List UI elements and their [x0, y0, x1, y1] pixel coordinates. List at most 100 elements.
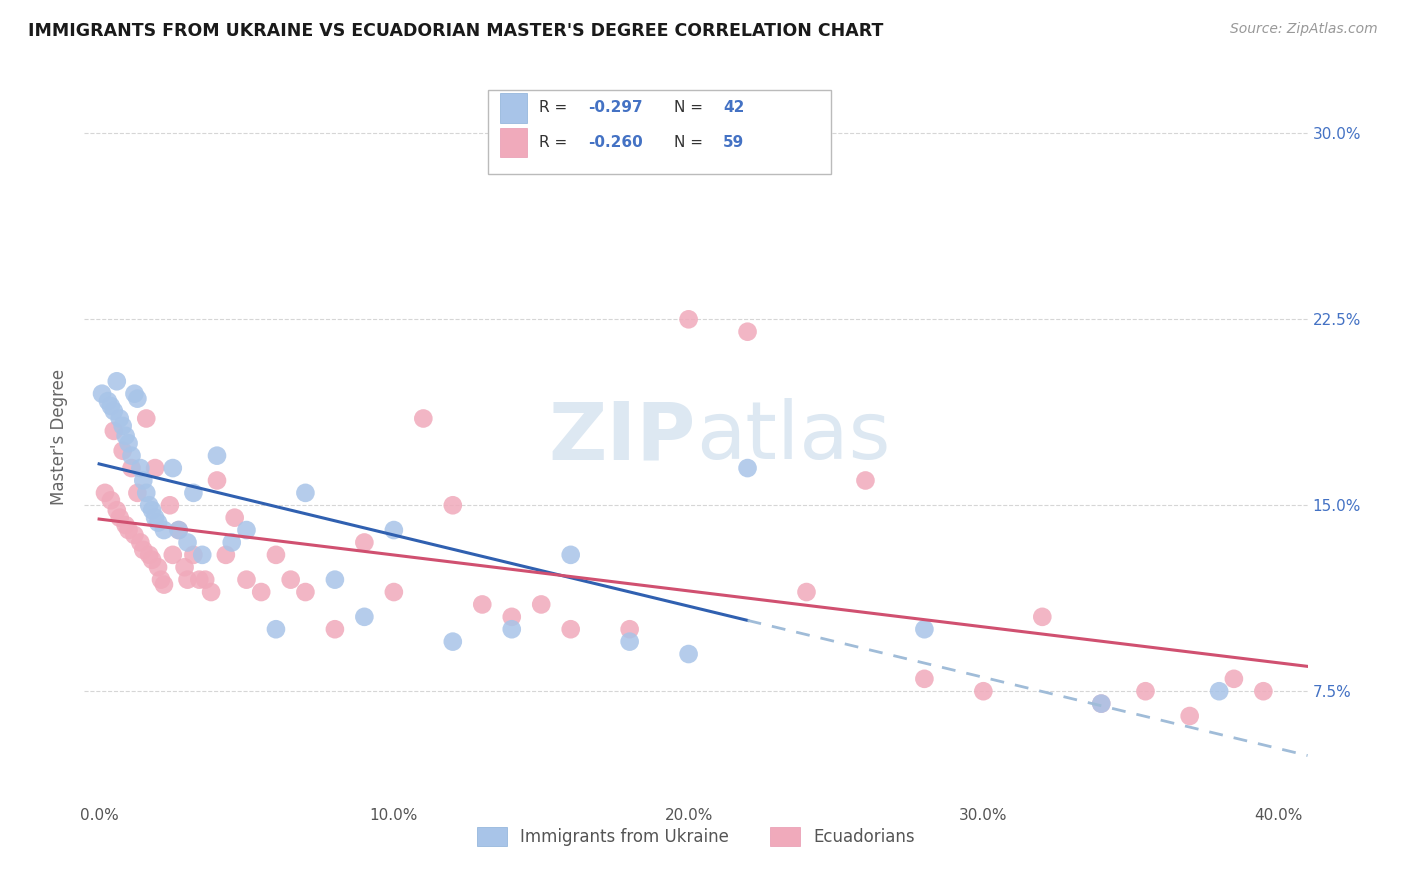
Text: 59: 59	[723, 135, 744, 150]
Point	[294, 585, 316, 599]
Point	[176, 535, 198, 549]
Point	[619, 622, 641, 636]
Point	[215, 548, 238, 562]
Point	[121, 461, 143, 475]
Point	[1031, 610, 1053, 624]
Point	[135, 486, 157, 500]
Point	[121, 449, 143, 463]
Point	[441, 498, 464, 512]
Y-axis label: Master's Degree: Master's Degree	[49, 369, 67, 505]
Point	[530, 598, 553, 612]
Point	[796, 585, 818, 599]
Point	[127, 486, 149, 500]
Point	[1135, 684, 1157, 698]
Point	[129, 535, 152, 549]
Legend: Immigrants from Ukraine, Ecuadorians: Immigrants from Ukraine, Ecuadorians	[470, 821, 922, 853]
Point	[103, 424, 125, 438]
Point	[143, 461, 166, 475]
Point	[382, 523, 405, 537]
Point	[150, 573, 173, 587]
Point	[143, 510, 166, 524]
Point	[167, 523, 190, 537]
Point	[294, 486, 316, 500]
Point	[280, 573, 302, 587]
Point	[235, 523, 257, 537]
Text: -0.297: -0.297	[588, 101, 643, 115]
Point	[108, 411, 131, 425]
Point	[737, 461, 759, 475]
Text: Source: ZipAtlas.com: Source: ZipAtlas.com	[1230, 22, 1378, 37]
Text: R =: R =	[540, 101, 572, 115]
Point	[235, 573, 257, 587]
Point	[1223, 672, 1246, 686]
Point	[153, 577, 176, 591]
Point	[114, 429, 136, 443]
Point	[1090, 697, 1112, 711]
Point	[146, 560, 169, 574]
Point	[138, 498, 160, 512]
Point	[162, 548, 184, 562]
Point	[323, 622, 346, 636]
Point	[560, 622, 582, 636]
Point	[162, 461, 184, 475]
Point	[412, 411, 434, 425]
Point	[619, 634, 641, 648]
Point	[191, 548, 214, 562]
Point	[105, 374, 128, 388]
Point	[111, 443, 134, 458]
Point	[382, 585, 405, 599]
Point	[159, 498, 181, 512]
Point	[117, 523, 139, 537]
Point	[560, 548, 582, 562]
Point	[183, 548, 205, 562]
Point	[205, 474, 228, 488]
Point	[855, 474, 877, 488]
Text: N =: N =	[673, 101, 707, 115]
Text: atlas: atlas	[696, 398, 890, 476]
Bar	[501, 128, 527, 157]
Point	[501, 622, 523, 636]
Point	[135, 411, 157, 425]
Point	[912, 622, 935, 636]
Point	[264, 622, 287, 636]
Point	[105, 503, 128, 517]
Point	[200, 585, 222, 599]
Point	[167, 523, 190, 537]
Point	[129, 461, 152, 475]
Point	[1090, 697, 1112, 711]
Point	[250, 585, 273, 599]
Point	[173, 560, 195, 574]
Text: -0.260: -0.260	[588, 135, 643, 150]
Point	[678, 312, 700, 326]
Point	[117, 436, 139, 450]
Point	[132, 474, 155, 488]
Point	[124, 528, 146, 542]
Point	[124, 386, 146, 401]
Point	[132, 542, 155, 557]
Point	[678, 647, 700, 661]
Point	[912, 672, 935, 686]
Point	[141, 503, 163, 517]
Point	[138, 548, 160, 562]
Point	[224, 510, 246, 524]
Point	[103, 404, 125, 418]
Text: 42: 42	[723, 101, 744, 115]
Text: IMMIGRANTS FROM UKRAINE VS ECUADORIAN MASTER'S DEGREE CORRELATION CHART: IMMIGRANTS FROM UKRAINE VS ECUADORIAN MA…	[28, 22, 883, 40]
Point	[323, 573, 346, 587]
Point	[111, 418, 134, 433]
Point	[97, 394, 120, 409]
FancyBboxPatch shape	[488, 90, 831, 174]
Point	[353, 535, 375, 549]
Point	[114, 518, 136, 533]
Text: N =: N =	[673, 135, 707, 150]
Point	[108, 510, 131, 524]
Point	[100, 493, 122, 508]
Point	[1253, 684, 1275, 698]
Point	[221, 535, 243, 549]
Point	[972, 684, 994, 698]
Point	[94, 486, 117, 500]
Point	[1178, 709, 1201, 723]
Point	[153, 523, 176, 537]
Point	[91, 386, 114, 401]
Point	[183, 486, 205, 500]
